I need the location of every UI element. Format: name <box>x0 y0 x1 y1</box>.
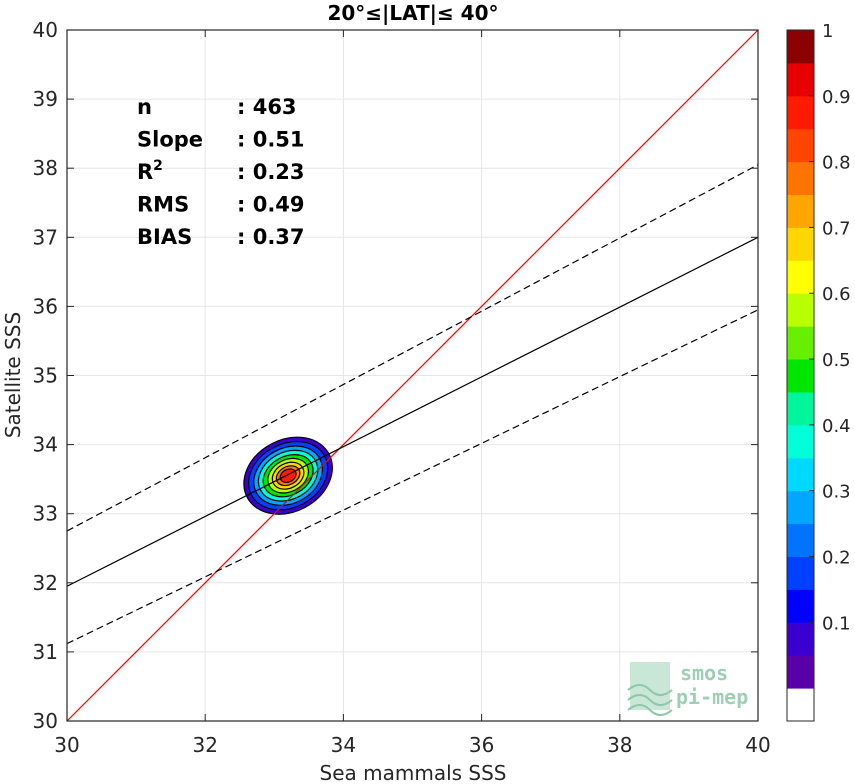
stat-value: : 0.37 <box>237 225 305 249</box>
colorbar-tick-label: 1 <box>822 21 833 42</box>
y-tick-label: 40 <box>33 18 58 42</box>
colorbar-segment <box>787 227 814 261</box>
stat-value: : 0.49 <box>237 193 305 217</box>
colorbar-segment <box>787 194 814 228</box>
y-tick-label: 31 <box>33 640 58 664</box>
identity-line <box>66 29 759 722</box>
stat-label: Slope <box>137 128 203 152</box>
colorbar-segment <box>787 128 814 163</box>
colorbar-tick-label: 0.1 <box>822 613 851 634</box>
y-tick-label: 38 <box>33 156 58 180</box>
colorbar-segment <box>787 391 814 426</box>
colorbar-segment <box>787 293 814 327</box>
stat-label: BIAS <box>137 225 192 249</box>
y-tick-label: 33 <box>33 502 58 526</box>
plot-area: 30 32 34 36 38 40 30 31 32 33 34 35 36 37 38 39 40 n : 463… <box>33 18 771 757</box>
colorbar-segment <box>787 589 814 623</box>
colorbar-tick-label: 0.8 <box>822 153 851 174</box>
colorbar-tick-label: 0.6 <box>822 284 851 305</box>
colorbar-tick-label: 0.3 <box>822 482 851 503</box>
logo-line1: smos <box>680 661 728 685</box>
x-tick-label: 34 <box>331 733 356 757</box>
colorbar-segment <box>787 556 814 590</box>
stat-value: : 463 <box>237 95 297 119</box>
upper-line <box>66 164 759 532</box>
colorbar-segment <box>787 260 814 294</box>
y-tick-label: 35 <box>33 364 58 388</box>
logo-waves <box>627 684 673 716</box>
x-tick-label: 36 <box>469 733 494 757</box>
colorbar-tick-label: 0.9 <box>822 87 851 108</box>
colorbar-segment <box>787 62 814 97</box>
colorbar-segment <box>787 161 814 196</box>
stats-block: n : 463 Slope : 0.51 R2 : 0.23 RMS : 0.49 BIAS : … <box>137 95 305 249</box>
colorbar-tick-label: 0.7 <box>822 218 851 239</box>
y-tick-label: 32 <box>33 571 58 595</box>
colorbar-tick-label: 0.5 <box>822 350 851 371</box>
y-tick-label: 39 <box>33 87 58 111</box>
stat-label: n <box>137 95 152 119</box>
colorbar-segment <box>787 688 814 722</box>
stat-value: : 0.23 <box>237 160 305 184</box>
x-axis-label: Sea mammals SSS <box>320 761 507 784</box>
smos-pimep-logo: smos pi-mep <box>627 661 748 716</box>
chart-title: 20°≤|LAT|≤ 40° <box>327 1 498 25</box>
logo-line2: pi-mep <box>676 685 748 709</box>
colorbar-segment <box>787 655 814 689</box>
stat-label: R2 <box>137 158 163 184</box>
colorbar-segment <box>787 424 814 459</box>
y-tick-label: 30 <box>33 709 58 733</box>
stat-label: RMS <box>137 193 189 217</box>
colorbar-segment <box>787 622 814 656</box>
lower-line <box>66 309 759 645</box>
x-tick-label: 30 <box>54 733 79 757</box>
y-tick-label: 36 <box>33 294 58 318</box>
y-tick-label: 34 <box>33 433 58 457</box>
colorbar-segment <box>787 490 814 525</box>
colorbar-tick-label: 0.4 <box>822 416 851 437</box>
colorbar-segment <box>787 523 814 557</box>
colorbar: 0.1 0.2 0.3 0.4 0.5 0.6 0.7 0.8 0.9 1 <box>786 21 851 722</box>
colorbar-frame <box>786 29 815 722</box>
colorbar-segment <box>787 457 814 492</box>
colorbar-segment <box>787 326 814 360</box>
colorbar-segment <box>787 95 814 130</box>
stat-value: : 0.51 <box>237 128 305 152</box>
colorbar-segment <box>787 359 814 393</box>
x-tick-label: 40 <box>745 733 770 757</box>
colorbar-tick-label: 0.2 <box>822 547 851 568</box>
x-tick-label: 38 <box>607 733 632 757</box>
regression-line <box>66 236 759 587</box>
y-tick-label: 37 <box>33 225 58 249</box>
colorbar-segment <box>787 30 814 64</box>
y-axis-label: Satellite SSS <box>1 312 25 438</box>
x-tick-label: 32 <box>192 733 217 757</box>
